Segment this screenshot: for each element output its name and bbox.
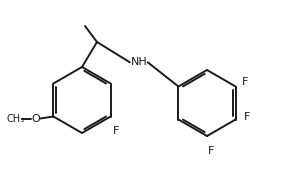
Text: NH: NH — [131, 57, 148, 67]
Text: CH₃: CH₃ — [6, 114, 24, 124]
Text: F: F — [208, 146, 214, 156]
Text: F: F — [244, 112, 250, 122]
Text: O: O — [31, 114, 40, 124]
Text: F: F — [113, 127, 119, 137]
Text: F: F — [242, 77, 248, 87]
